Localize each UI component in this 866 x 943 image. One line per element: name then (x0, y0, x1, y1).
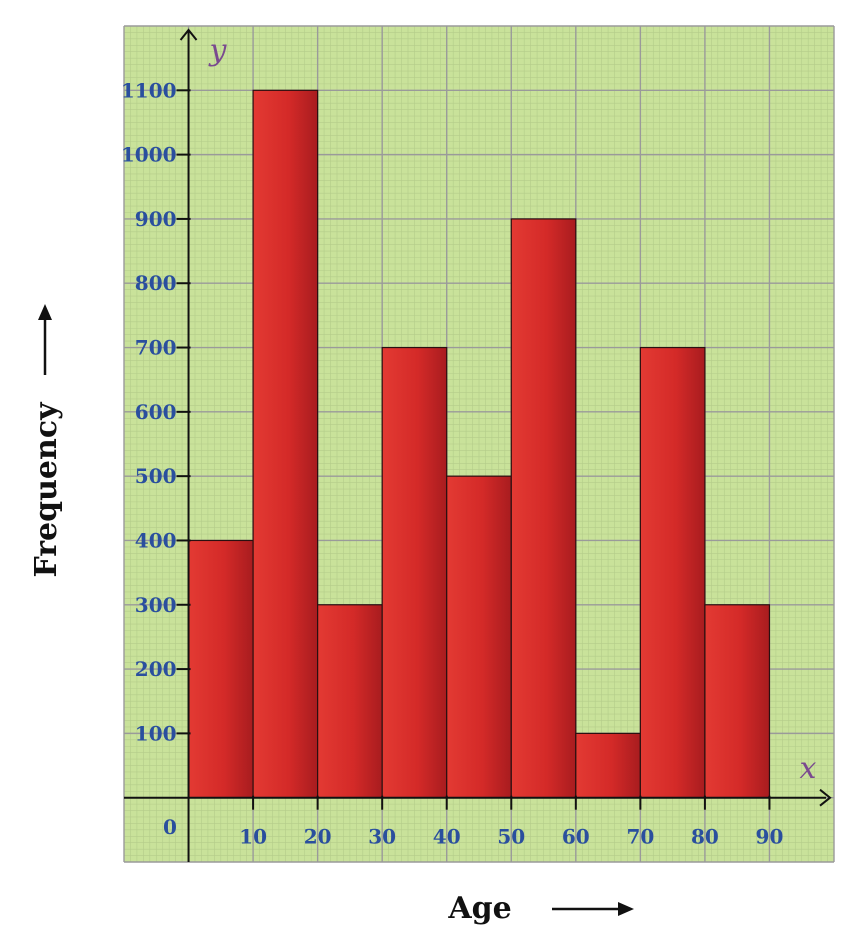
y-tick-label: 700 (135, 336, 177, 360)
x-tick-label: 10 (239, 825, 267, 849)
y-axis-label-arrow (38, 304, 52, 375)
bar-60-70 (575, 732, 641, 799)
x-tick-label: 70 (626, 825, 654, 849)
y-tick-label: 400 (135, 528, 177, 552)
y-tick-label: 1000 (121, 143, 177, 167)
x-tick-label: 20 (304, 825, 332, 849)
y-tick-label: 100 (135, 721, 177, 745)
bar-40-50 (446, 475, 512, 799)
bars (187, 89, 771, 799)
y-tick-label: 200 (135, 657, 177, 681)
x-tick-label: 90 (756, 825, 784, 849)
y-axis-arrowhead (179, 28, 198, 41)
y-axis-label: Frequency (29, 401, 64, 578)
x-tick-label: 50 (497, 825, 525, 849)
bar-30-40 (381, 346, 448, 799)
x-tick-label: 40 (433, 825, 461, 849)
x-tick-label: 60 (562, 825, 590, 849)
tick-labels: 10 20 30 40 50 60 70 80 90 100 200 300 400 500 600 700 8… (121, 78, 784, 848)
y-tick-label: 1100 (121, 78, 177, 102)
x-tick-label: 80 (691, 825, 719, 849)
bar-10-20 (252, 89, 319, 799)
bar-20-30 (317, 604, 383, 799)
x-axis-arrowhead (819, 788, 832, 807)
y-axis-symbol: y (208, 33, 228, 68)
x-tick-label: 30 (368, 825, 396, 849)
bar-0-10 (187, 539, 254, 799)
y-tick-label: 800 (135, 271, 177, 295)
x-axis-label-arrow (552, 902, 634, 916)
y-tick-label: 500 (135, 464, 177, 488)
bar-70-80 (639, 346, 706, 799)
y-tick-label: 900 (135, 207, 177, 231)
x-axis-symbol: x (800, 751, 817, 786)
x-axis-label: Age (447, 891, 511, 926)
axes (124, 28, 832, 862)
bar-80-90 (704, 604, 771, 799)
y-tick-label: 600 (135, 400, 177, 424)
y-tick-label: 300 (135, 593, 177, 617)
origin-label: 0 (163, 815, 177, 839)
bar-50-60 (510, 218, 577, 799)
